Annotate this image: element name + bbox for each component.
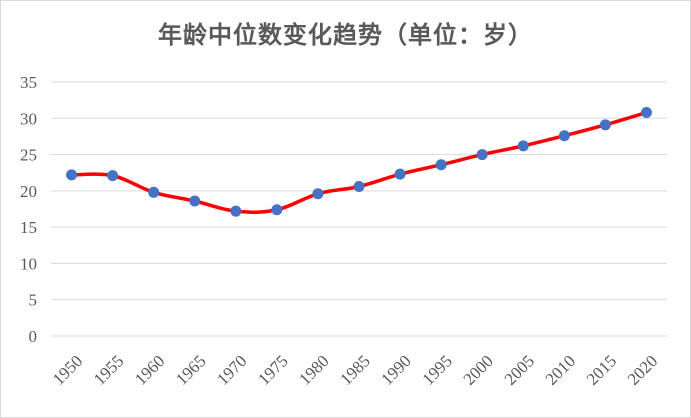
x-tick-label: 1975: [254, 351, 291, 388]
data-point: [148, 186, 160, 198]
x-tick-label: 1955: [90, 351, 127, 388]
data-point: [558, 130, 570, 142]
x-tick-label: 1995: [418, 351, 455, 388]
x-tick-label: 2000: [460, 351, 497, 388]
data-point: [230, 205, 242, 217]
x-tick-label: 1980: [295, 351, 332, 388]
data-point: [435, 159, 447, 171]
x-tick-label: 1950: [49, 351, 86, 388]
series-line: [69, 110, 649, 214]
data-point: [599, 119, 611, 131]
data-point: [107, 170, 119, 182]
x-tick-label: 2010: [542, 351, 579, 388]
x-tick-label: 2020: [624, 351, 661, 388]
data-point: [517, 140, 529, 152]
data-point: [353, 181, 365, 193]
y-tick-label: 15: [20, 218, 37, 237]
y-tick-label: 35: [20, 73, 37, 92]
x-tick-label: 1960: [131, 351, 168, 388]
x-tick-label: 2015: [583, 351, 620, 388]
data-point: [394, 168, 406, 180]
y-tick-label: 10: [20, 254, 37, 273]
x-tick-label: 1965: [172, 351, 209, 388]
x-tick-label: 1970: [213, 351, 250, 388]
x-tick-label: 1985: [336, 351, 373, 388]
data-point: [640, 106, 652, 118]
y-tick-label: 20: [20, 182, 37, 201]
y-tick-label: 30: [20, 109, 37, 128]
y-tick-label: 25: [20, 146, 37, 165]
data-point: [271, 204, 283, 216]
x-tick-label: 1990: [377, 351, 414, 388]
data-point: [66, 169, 78, 181]
data-point: [189, 195, 201, 207]
data-point: [312, 188, 324, 200]
x-tick-label: 2005: [501, 351, 538, 388]
data-point: [476, 149, 488, 161]
y-tick-label: 0: [29, 327, 38, 346]
y-tick-label: 5: [29, 291, 38, 310]
chart-title: 年龄中位数变化趋势（单位：岁）: [158, 20, 533, 49]
